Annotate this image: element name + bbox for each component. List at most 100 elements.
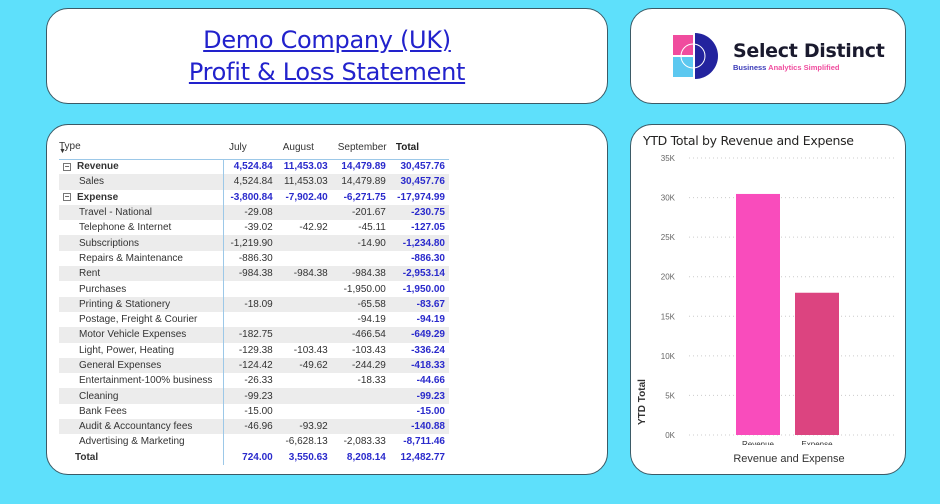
report-title-card: Demo Company (UK) Profit & Loss Statemen… [46, 8, 608, 104]
group-row-revenue[interactable]: − Revenue 4,524.84 11,453.03 14,479.89 30,457… [59, 158, 449, 175]
bar-revenue[interactable] [736, 193, 780, 435]
table-row[interactable]: Entertainment-100% business -26.33 -18.33 -… [59, 373, 449, 389]
row-label: Postage, Freight & Courier [59, 311, 224, 328]
cell-value: -15.00 [416, 405, 445, 417]
cell-value: -29.08 [223, 204, 277, 221]
cell-value: -8,711.46 [403, 436, 445, 448]
column-header-august[interactable]: August [282, 142, 314, 154]
table-row[interactable]: Subscriptions -1,219.90 -14.90 -1,234.80 [59, 235, 449, 251]
cell-value [277, 373, 332, 388]
row-label: Motor Vehicle Expenses [59, 327, 224, 343]
cell-value [276, 388, 332, 404]
cell-value: -103.43 [293, 344, 328, 356]
cell-value: 11,453.03 [276, 158, 332, 175]
pnl-matrix-card: Type ▼ July August September Total − Reven… [46, 124, 608, 475]
cell-value: -3,800.84 [230, 191, 273, 203]
total-value: 12,482.77 [400, 451, 446, 463]
x-tick-label: Expense [801, 440, 833, 445]
column-header-september[interactable]: September [337, 142, 387, 154]
cell-value: -26.33 [244, 375, 273, 387]
row-label: Audit & Accountancy fees [59, 419, 224, 435]
cell-value: -418.33 [389, 357, 449, 374]
row-label: Rent [59, 266, 224, 282]
table-row[interactable]: Advertising & Marketing -6,628.13 -2,083.3… [59, 434, 449, 450]
cell-value [223, 434, 277, 449]
cell-value: -124.42 [223, 357, 277, 374]
cell-value: -244.29 [331, 357, 390, 374]
sort-down-icon[interactable]: ▼ [59, 148, 66, 156]
column-header-type[interactable]: Type ▼ [59, 137, 223, 159]
cell-value: 30,457.76 [389, 158, 449, 175]
row-label: Repairs & Maintenance [59, 250, 224, 267]
table-row[interactable]: Light, Power, Heating -129.38 -103.43 -103.… [59, 342, 449, 358]
cell-value: -15.00 [244, 405, 273, 417]
cell-value: -2,953.14 [389, 266, 449, 282]
cell-value [276, 235, 332, 251]
x-axis-title: Revenue and Expense [733, 453, 845, 465]
cell-value: 11,453.03 [276, 174, 332, 190]
cell-value: 4,524.84 [223, 174, 277, 190]
table-row[interactable]: Postage, Freight & Courier -94.19 -94.19 [59, 311, 449, 328]
table-row[interactable]: Audit & Accountancy fees -46.96 -93.92 -140… [59, 419, 449, 435]
cell-value: -42.92 [299, 222, 328, 234]
cell-value: 14,479.89 [331, 174, 390, 190]
bar-expense[interactable] [795, 292, 839, 435]
cell-value: -7,902.40 [285, 191, 328, 203]
table-row[interactable]: Printing & Stationery -18.09 -65.58 -83.67 [59, 296, 449, 312]
cell-value: -44.66 [416, 375, 445, 387]
cell-value: -1,219.90 [223, 235, 277, 251]
table-row[interactable]: Cleaning -99.23 -99.23 [59, 388, 449, 404]
table-row[interactable]: Bank Fees -15.00 -15.00 [59, 403, 449, 420]
bar-chart: 0K 5K 10K 15K 20K 25K 30K 35K Revenue Expense [661, 154, 897, 445]
row-label: Sales [59, 174, 224, 190]
y-tick-label: 15K [661, 312, 676, 321]
table-row[interactable]: Telephone & Internet -39.02 -42.92 -45.11 -1… [59, 220, 449, 236]
cell-value: -984.38 [331, 266, 390, 282]
company-title-link[interactable]: Demo Company (UK) [203, 26, 451, 54]
cell-value: -14.90 [331, 235, 390, 251]
column-header-july[interactable]: July [229, 142, 247, 154]
cell-value: -18.09 [223, 296, 277, 312]
ytd-bar-chart-card: YTD Total by Revenue and Expense YTD Tot… [630, 124, 906, 475]
y-tick-label: 0K [665, 431, 675, 440]
brand-name: Select Distinct [733, 40, 885, 62]
cell-value [277, 312, 332, 327]
y-tick-label: 10K [661, 352, 676, 361]
collapse-icon[interactable]: − [63, 192, 71, 202]
group-label: − Revenue [59, 158, 224, 175]
cell-value: -984.38 [223, 266, 277, 282]
brand-tagline: Business Analytics Simplified [733, 63, 840, 72]
table-row[interactable]: General Expenses -124.42 -49.62 -244.29 -418… [59, 357, 449, 374]
report-title-link[interactable]: Profit & Loss Statement [188, 58, 466, 86]
collapse-icon[interactable]: − [63, 161, 71, 171]
table-row[interactable]: Repairs & Maintenance -886.30 -886.30 [59, 250, 449, 267]
row-label: Cleaning [59, 388, 224, 404]
cell-value [276, 204, 332, 221]
column-header-total[interactable]: Total [395, 142, 420, 154]
group-row-expense[interactable]: − Expense -3,800.84 -7,902.40 -6,271.75 -17,9… [59, 189, 449, 205]
cell-value: -99.23 [389, 388, 449, 404]
pnl-matrix: Type ▼ July August September Total − Reven… [59, 137, 449, 465]
cell-value: -94.19 [416, 314, 445, 326]
table-row[interactable]: Rent -984.38 -984.38 -984.38 -2,953.14 [59, 266, 449, 282]
x-tick-label: Revenue [742, 440, 775, 445]
cell-value: -46.96 [223, 419, 277, 435]
table-row[interactable]: Sales 4,524.84 11,453.03 14,479.89 30,457.76 [59, 174, 449, 190]
table-row[interactable]: Purchases -1,950.00 -1,950.00 [59, 281, 449, 297]
cell-value: -99.23 [223, 388, 277, 404]
total-value: 3,550.63 [288, 451, 328, 463]
cell-value [277, 404, 332, 419]
cell-value: -6,628.13 [285, 436, 328, 448]
cell-value: 4,524.84 [223, 158, 277, 175]
cell-value: 14,479.89 [331, 158, 390, 175]
cell-value: -45.11 [358, 222, 386, 234]
cell-value: -649.29 [389, 327, 449, 343]
table-row[interactable]: Motor Vehicle Expenses -182.75 -466.54 -649… [59, 327, 449, 343]
cell-value [332, 251, 390, 266]
cell-value: -39.02 [244, 222, 273, 234]
table-row[interactable]: Travel - National -29.08 -201.67 -230.75 [59, 204, 449, 221]
y-tick-label: 25K [661, 233, 676, 242]
cell-value: -336.24 [411, 344, 445, 356]
cell-value [223, 281, 277, 296]
cell-value [277, 281, 332, 296]
